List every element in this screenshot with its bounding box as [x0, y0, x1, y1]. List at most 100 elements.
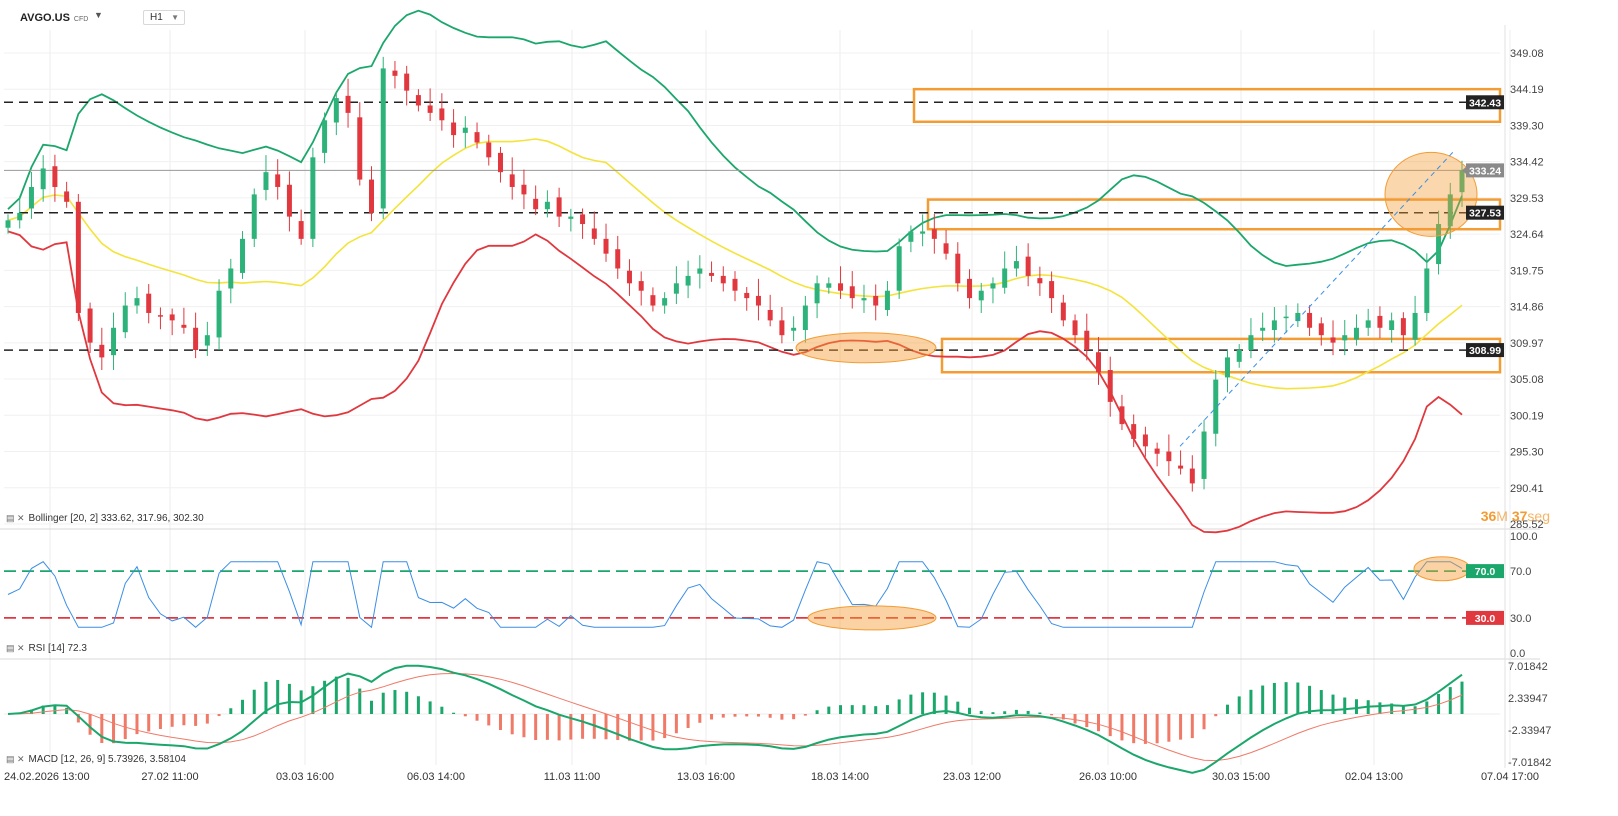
candle-body — [1436, 224, 1442, 265]
candle-body — [146, 293, 152, 313]
candle-body — [240, 238, 246, 273]
candle-body — [791, 327, 797, 331]
macd-histogram-bar — [194, 714, 198, 726]
candle-body — [1025, 256, 1031, 276]
candle-body — [1166, 451, 1172, 462]
price-tick-label: 339.30 — [1510, 120, 1544, 132]
macd-histogram-bar — [1460, 681, 1464, 714]
macd-label-text: MACD [12, 26, 9] 5.73926, 3.58104 — [28, 754, 186, 765]
candle-body — [1400, 318, 1406, 336]
macd-histogram-bar — [205, 714, 209, 724]
candle-body — [732, 278, 738, 291]
highlight-ellipse — [807, 605, 937, 631]
candle-body — [556, 197, 562, 217]
candle-body — [779, 320, 785, 336]
symbol-dropdown-icon[interactable]: ▼ — [94, 10, 103, 20]
price-levels — [4, 101, 1500, 351]
candle-body — [697, 268, 703, 274]
highlight-ellipse — [795, 332, 937, 364]
settings-icon[interactable]: ▤ ✕ — [6, 754, 25, 764]
macd-histogram-bar — [756, 714, 760, 717]
macd-label[interactable]: ▤ ✕ MACD [12, 26, 9] 5.73926, 3.58104 — [6, 754, 186, 765]
candle-body — [486, 142, 492, 158]
candle-body — [1096, 352, 1101, 373]
candle-body — [603, 238, 609, 254]
bollinger-label[interactable]: ▤ ✕ Bollinger [20, 2] 333.62, 317.96, 302… — [6, 513, 204, 524]
macd-histogram-bar — [276, 679, 280, 714]
bollinger-upper — [7, 9, 1463, 267]
macd-histogram-bar — [88, 714, 92, 735]
macd-histogram-bar — [405, 691, 409, 714]
candle-body — [896, 246, 902, 291]
symbol-name[interactable]: AVGO.US CFD — [20, 12, 88, 24]
timeframe-select[interactable]: H1 ▼ — [143, 10, 185, 25]
candle-body — [298, 221, 304, 239]
macd-histogram-bar — [1331, 694, 1335, 714]
macd-histogram-bar — [921, 692, 925, 714]
macd-histogram-bar — [1155, 714, 1159, 744]
macd-histogram-bar — [581, 714, 585, 739]
time-tick-label: 03.03 16:00 — [276, 771, 334, 783]
macd-histogram-bar — [1003, 711, 1007, 714]
rsi-tick-label: 30.0 — [1510, 613, 1531, 625]
macd-histogram-bar — [674, 714, 678, 734]
candle-body — [1424, 268, 1430, 313]
grid — [0, 25, 1540, 768]
macd-histogram-bar — [1050, 714, 1054, 716]
candle-body — [826, 283, 832, 288]
candle-body — [369, 179, 374, 213]
macd-histogram-bar — [991, 712, 995, 714]
rsi-level-tag-bg — [1466, 564, 1504, 579]
candle-body — [580, 214, 586, 225]
macd-histogram-bar — [1413, 706, 1417, 714]
macd-histogram-bar — [487, 714, 491, 726]
macd-histogram-bar — [1190, 714, 1194, 739]
candle-body — [591, 228, 597, 239]
candle-body — [814, 283, 820, 304]
macd-histogram-bar — [452, 712, 456, 714]
candle-body — [1271, 320, 1277, 330]
highlight-ellipse — [1384, 151, 1478, 237]
price-tick-label: 290.41 — [1510, 483, 1544, 495]
candle-body — [908, 231, 914, 242]
settings-icon[interactable]: ▤ ✕ — [6, 643, 25, 653]
candle-body — [75, 201, 81, 313]
candle-body — [1353, 327, 1359, 340]
candle-body — [673, 283, 679, 294]
macd-histogram-bar — [1249, 689, 1253, 714]
candle-body — [638, 281, 644, 291]
rsi-label[interactable]: ▤ ✕ RSI [14] 72.3 — [6, 643, 87, 654]
rsi-line — [7, 561, 1463, 629]
candle-body — [52, 166, 58, 187]
trend-line — [1179, 149, 1456, 447]
candle-body — [122, 305, 128, 333]
candle-body — [967, 278, 973, 299]
macd-histogram-bar — [41, 705, 45, 714]
candle-body — [1459, 170, 1465, 193]
macd-histogram-bar — [803, 714, 807, 716]
last-price-tag: 333.24 — [1469, 165, 1501, 177]
candle-body — [415, 95, 421, 106]
countdown-min-unit: M — [1496, 508, 1508, 524]
candle-body — [1107, 370, 1113, 402]
candle-body — [497, 152, 503, 173]
symbol-text: AVGO.US — [20, 12, 70, 24]
macd-panel — [4, 664, 1500, 774]
macd-histogram-bar — [909, 694, 913, 714]
candle-body — [404, 73, 410, 91]
candle-body — [1060, 302, 1066, 321]
rsi-tick-label: 70.0 — [1510, 566, 1531, 578]
macd-histogram-bar — [1202, 714, 1206, 730]
settings-icon[interactable]: ▤ ✕ — [6, 513, 25, 523]
macd-histogram-bar — [604, 714, 608, 740]
candle-body — [544, 201, 550, 210]
macd-histogram-bar — [733, 714, 737, 717]
candle-body — [1248, 335, 1254, 351]
candle-body — [755, 295, 761, 306]
candles — [5, 56, 1465, 492]
macd-histogram-bar — [498, 714, 502, 731]
macd-histogram-bar — [241, 699, 245, 714]
chevron-down-icon: ▼ — [171, 13, 179, 22]
macd-histogram-bar — [874, 706, 878, 714]
